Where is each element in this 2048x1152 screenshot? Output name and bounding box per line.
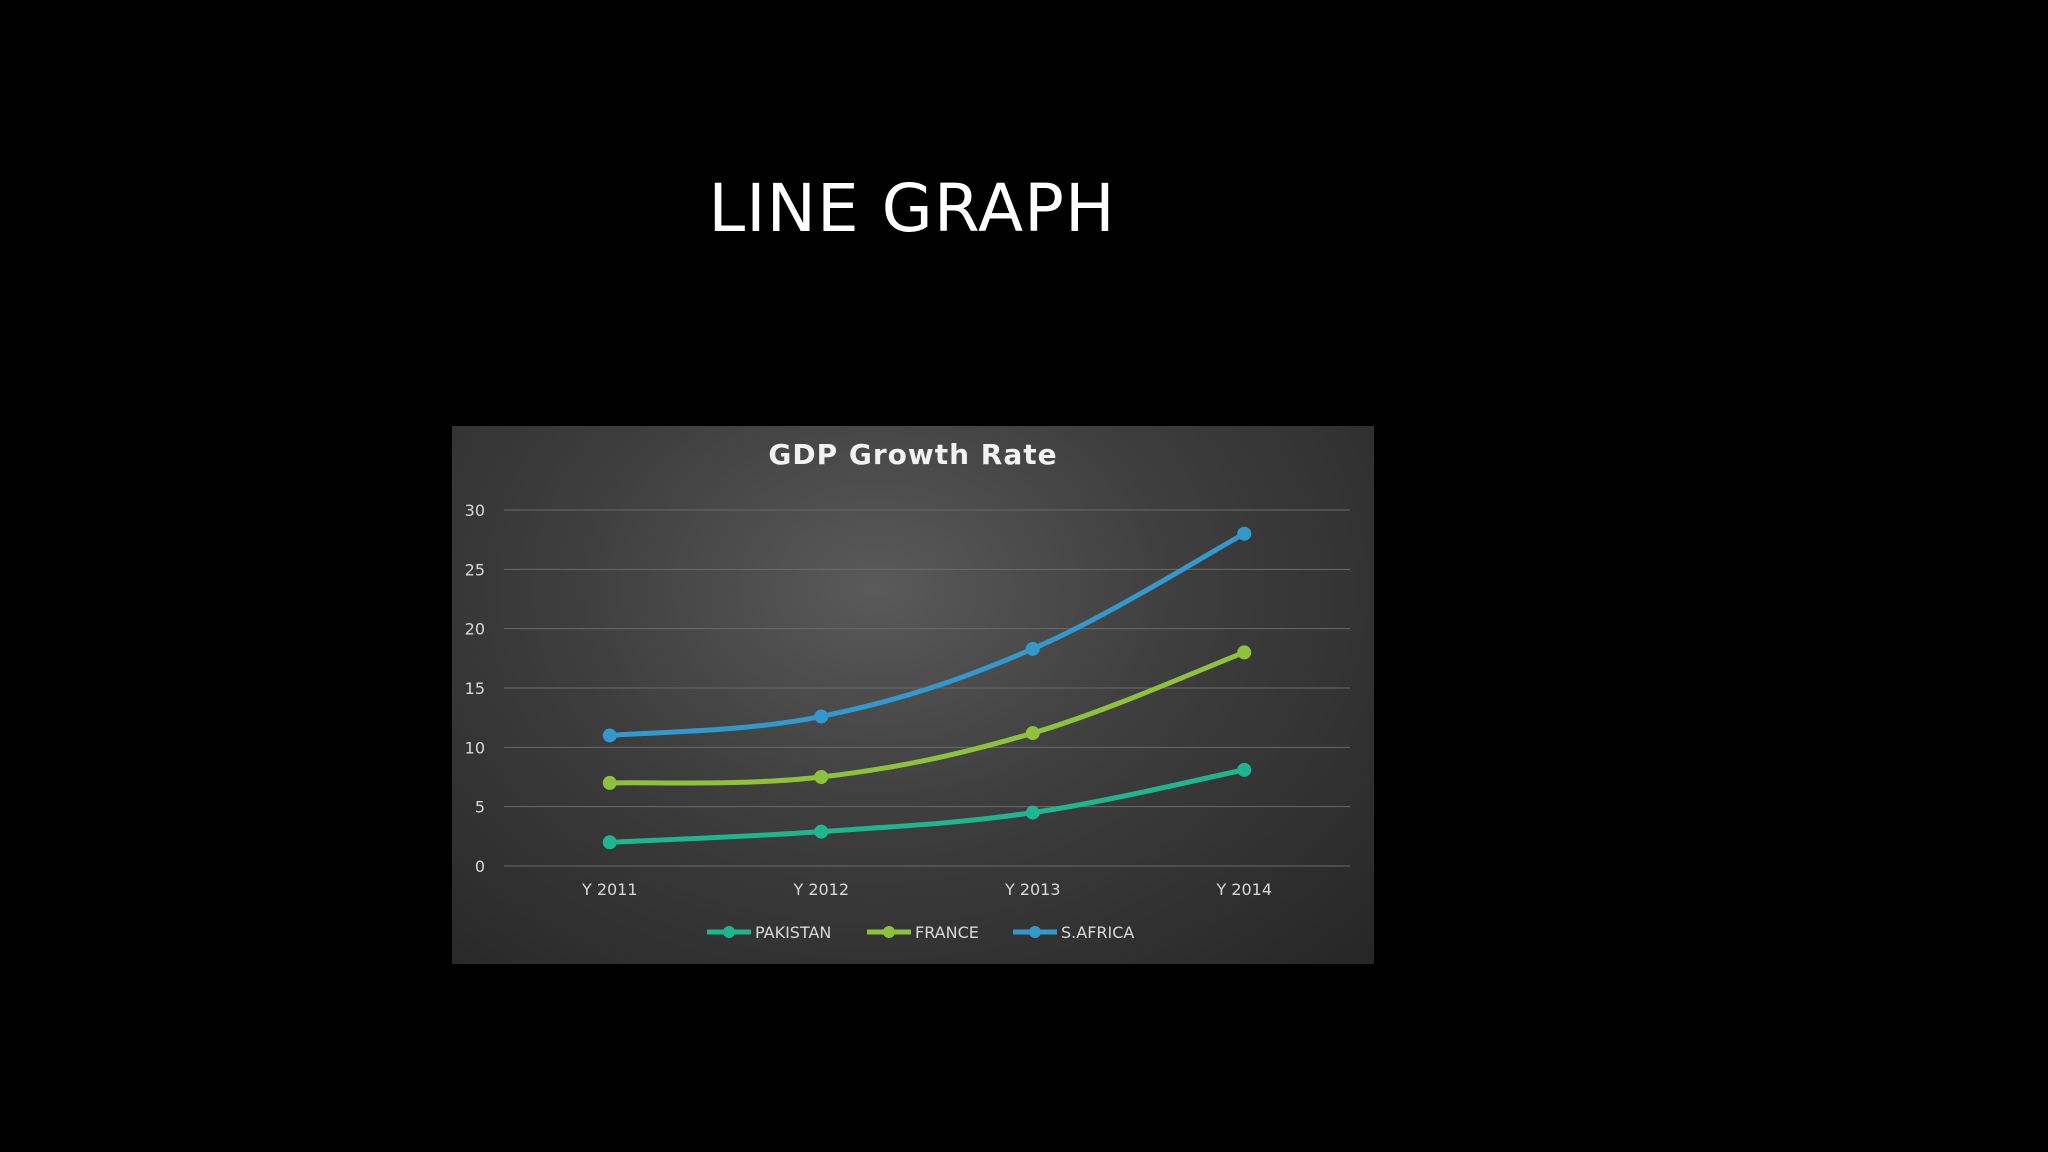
series-lines [602, 526, 1252, 850]
legend-marker [883, 926, 895, 938]
line-chart: GDP Growth Rate 0 5 10 15 20 25 30 Y 2011 Y 201… [452, 426, 1374, 964]
legend-label: FRANCE [915, 923, 979, 942]
x-axis-ticks: Y 2011 Y 2012 Y 2013 Y 2014 [581, 880, 1272, 899]
series-line [607, 767, 1247, 845]
series-pakistan [602, 762, 1252, 850]
gridlines [504, 509, 1350, 867]
data-point [1237, 526, 1252, 541]
data-point [1025, 641, 1040, 656]
data-point [1237, 645, 1252, 660]
data-point [814, 770, 829, 784]
x-tick-label: Y 2014 [1215, 880, 1272, 899]
legend-item: PAKISTAN [707, 923, 831, 942]
series-france [602, 645, 1252, 790]
x-tick-label: Y 2013 [1004, 880, 1061, 899]
y-axis-ticks: 0 5 10 15 20 25 30 [465, 501, 485, 876]
legend-label: S.AFRICA [1061, 923, 1134, 942]
x-tick-label: Y 2012 [792, 880, 849, 899]
y-tick-label: 25 [465, 560, 485, 579]
y-tick-label: 10 [465, 738, 485, 757]
legend-label: PAKISTAN [755, 923, 831, 942]
data-point [602, 835, 617, 850]
y-tick-label: 20 [465, 620, 485, 639]
y-tick-label: 15 [465, 679, 485, 698]
data-point [814, 824, 829, 839]
series-line [607, 649, 1247, 786]
x-tick-label: Y 2011 [581, 880, 638, 899]
series-line [607, 531, 1247, 738]
series-s-africa [602, 526, 1252, 743]
data-point [602, 728, 617, 743]
slide-title: LINE GRAPH [708, 170, 1116, 247]
data-point [1237, 762, 1252, 777]
data-point [1025, 805, 1040, 820]
legend-item: FRANCE [867, 923, 979, 942]
data-point [602, 775, 617, 790]
legend-marker [1029, 926, 1041, 938]
chart-title: GDP Growth Rate [768, 438, 1057, 471]
y-tick-label: 30 [465, 501, 485, 520]
y-tick-label: 5 [475, 798, 485, 817]
legend-item: S.AFRICA [1013, 923, 1134, 942]
data-point [814, 709, 829, 724]
legend: PAKISTAN FRANCE S.AFRICA [707, 923, 1134, 942]
y-tick-label: 0 [475, 857, 485, 876]
legend-marker [723, 926, 735, 938]
data-point [1025, 726, 1040, 741]
